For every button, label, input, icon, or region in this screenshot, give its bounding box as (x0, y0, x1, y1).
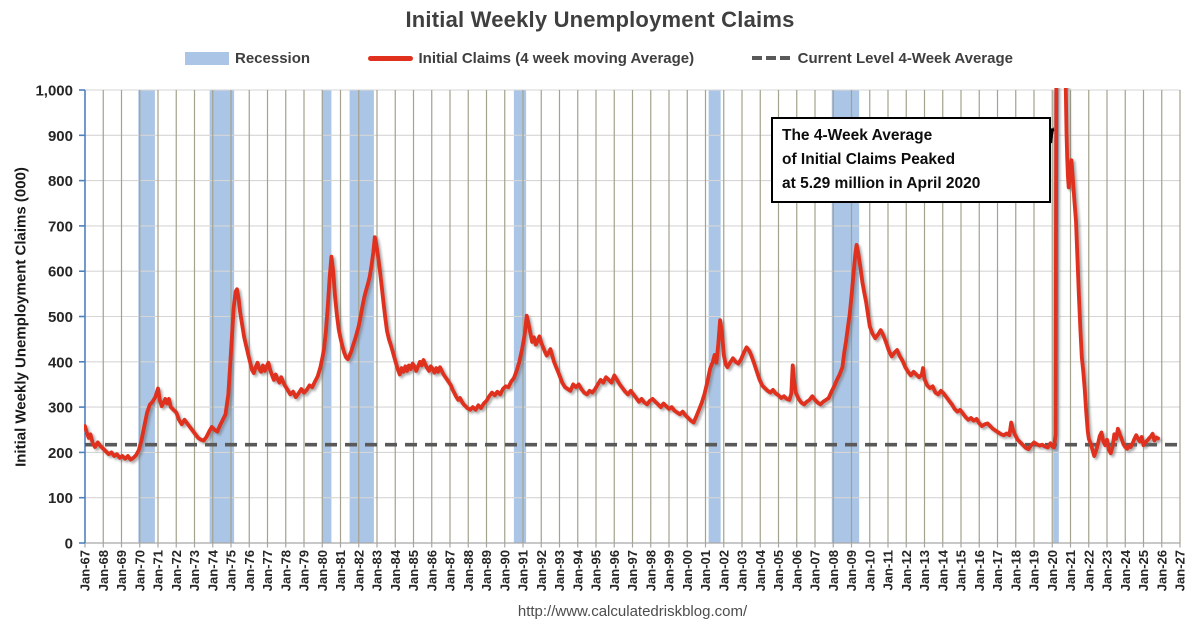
x-tick-label: Jan-27 (1173, 550, 1188, 591)
x-tick-label: Jan-24 (1118, 549, 1133, 591)
x-tick-label: Jan-88 (461, 550, 476, 591)
x-tick-label: Jan-67 (78, 550, 93, 591)
y-tick-label: 300 (48, 400, 73, 417)
annotation-box: The 4-Week Average of Initial Claims Pea… (771, 117, 1051, 204)
x-tick-label: Jan-05 (771, 550, 786, 591)
x-tick-label: Jan-97 (625, 550, 640, 591)
x-tick-label: Jan-08 (826, 550, 841, 591)
annotation-line-2: of Initial Claims Peaked (782, 151, 956, 169)
legend: Recession Initial Claims (4 week moving … (185, 48, 1013, 68)
x-tick-label: Jan-00 (680, 550, 695, 591)
x-tick-label: Jan-22 (1081, 550, 1096, 591)
x-tick-label: Jan-01 (698, 550, 713, 591)
x-tick-label: Jan-72 (169, 550, 184, 591)
y-tick-label: 500 (48, 309, 73, 326)
x-tick-label: Jan-10 (862, 550, 877, 591)
y-tick-label: 400 (48, 354, 73, 371)
x-tick-label: Jan-20 (1045, 550, 1060, 591)
x-tick-label: Jan-76 (242, 550, 257, 591)
x-tick-label: Jan-16 (972, 550, 987, 591)
x-tick-label: Jan-99 (662, 550, 677, 591)
x-tick-label: Jan-17 (990, 550, 1005, 591)
y-tick-label: 600 (48, 264, 73, 281)
dashed-line-swatch (751, 56, 792, 60)
x-tick-label: Jan-14 (935, 549, 950, 591)
x-tick-label: Jan-15 (954, 550, 969, 591)
x-tick-label: Jan-95 (589, 550, 604, 591)
x-tick-label: Jan-07 (808, 550, 823, 591)
x-tick-label: Jan-87 (443, 550, 458, 591)
x-tick-label: Jan-09 (844, 550, 859, 591)
x-tick-label: Jan-80 (315, 550, 330, 591)
x-tick-label: Jan-70 (132, 550, 147, 591)
x-tick-label: Jan-69 (114, 550, 129, 591)
x-tick-label: Jan-71 (151, 550, 166, 591)
source-url: http://www.calculatedriskblog.com/ (517, 603, 748, 620)
red-line-swatch (367, 55, 413, 61)
x-tick-label: Jan-12 (899, 550, 914, 591)
x-tick-label: Jan-79 (297, 550, 312, 591)
x-tick-label: Jan-26 (1154, 550, 1169, 591)
x-tick-label: Jan-81 (333, 550, 348, 591)
x-tick-label: Jan-82 (351, 550, 366, 591)
y-tick-label: 700 (48, 218, 73, 235)
x-tick-label: Jan-94 (570, 549, 585, 591)
x-tick-label: Jan-98 (643, 550, 658, 591)
x-tick-label: Jan-85 (406, 550, 421, 591)
initial-claims-line (84, 88, 1160, 462)
annotation-line-3: at 5.29 million in April 2020 (782, 175, 981, 193)
annotation-line-1: The 4-Week Average (782, 127, 933, 144)
x-tick-label: Jan-91 (516, 550, 531, 591)
x-tick-label: Jan-90 (497, 550, 512, 591)
x-tick-label: Jan-04 (753, 549, 768, 591)
y-tick-label: 900 (48, 128, 73, 145)
x-tick-label: Jan-83 (370, 550, 385, 591)
y-tick-label: 800 (48, 173, 73, 190)
y-tick-label: 100 (48, 490, 73, 507)
x-tick-label: Jan-78 (278, 550, 293, 591)
x-tick-label: Jan-96 (607, 550, 622, 591)
y-tick-label: 200 (48, 445, 73, 462)
page-title: Initial Weekly Unemployment Claims (405, 7, 795, 32)
x-tick-label: Jan-02 (716, 550, 731, 591)
y-tick-label: 0 (65, 536, 73, 553)
x-tick-label: Jan-23 (1100, 550, 1115, 591)
legend-item-initial-claims: Initial Claims (4 week moving Average) (367, 49, 695, 67)
legend-label-current-level: Current Level 4-Week Average (797, 49, 1013, 67)
x-tick-label: Jan-86 (424, 550, 439, 591)
x-tick-label: Jan-75 (224, 550, 239, 591)
legend-item-current-level: Current Level 4-Week Average (751, 49, 1013, 67)
x-tick-label: Jan-13 (917, 550, 932, 591)
x-tick-label: Jan-19 (1027, 550, 1042, 591)
x-tick-label: Jan-74 (205, 549, 220, 591)
x-tick-label: Jan-25 (1136, 550, 1151, 591)
recession-band-swatch (185, 51, 229, 65)
legend-label-initial-claims: Initial Claims (4 week moving Average) (418, 49, 695, 67)
x-tick-label: Jan-77 (260, 550, 275, 591)
x-tick-label: Jan-03 (735, 550, 750, 591)
x-tick-label: Jan-68 (96, 550, 111, 591)
x-tick-label: Jan-11 (881, 550, 896, 590)
x-tick-label: Jan-73 (187, 550, 202, 591)
legend-item-recession: Recession (185, 50, 310, 67)
x-tick-label: Jan-84 (388, 549, 403, 591)
x-tick-label: Jan-92 (534, 550, 549, 591)
y-tick-label: 1,000 (35, 83, 73, 100)
x-tick-label: Jan-06 (789, 550, 804, 591)
x-tick-label: Jan-93 (552, 550, 567, 591)
x-tick-label: Jan-18 (1008, 550, 1023, 591)
legend-label-recession: Recession (235, 49, 311, 67)
x-tick-label: Jan-89 (479, 550, 494, 591)
x-tick-label: Jan-21 (1063, 550, 1078, 591)
